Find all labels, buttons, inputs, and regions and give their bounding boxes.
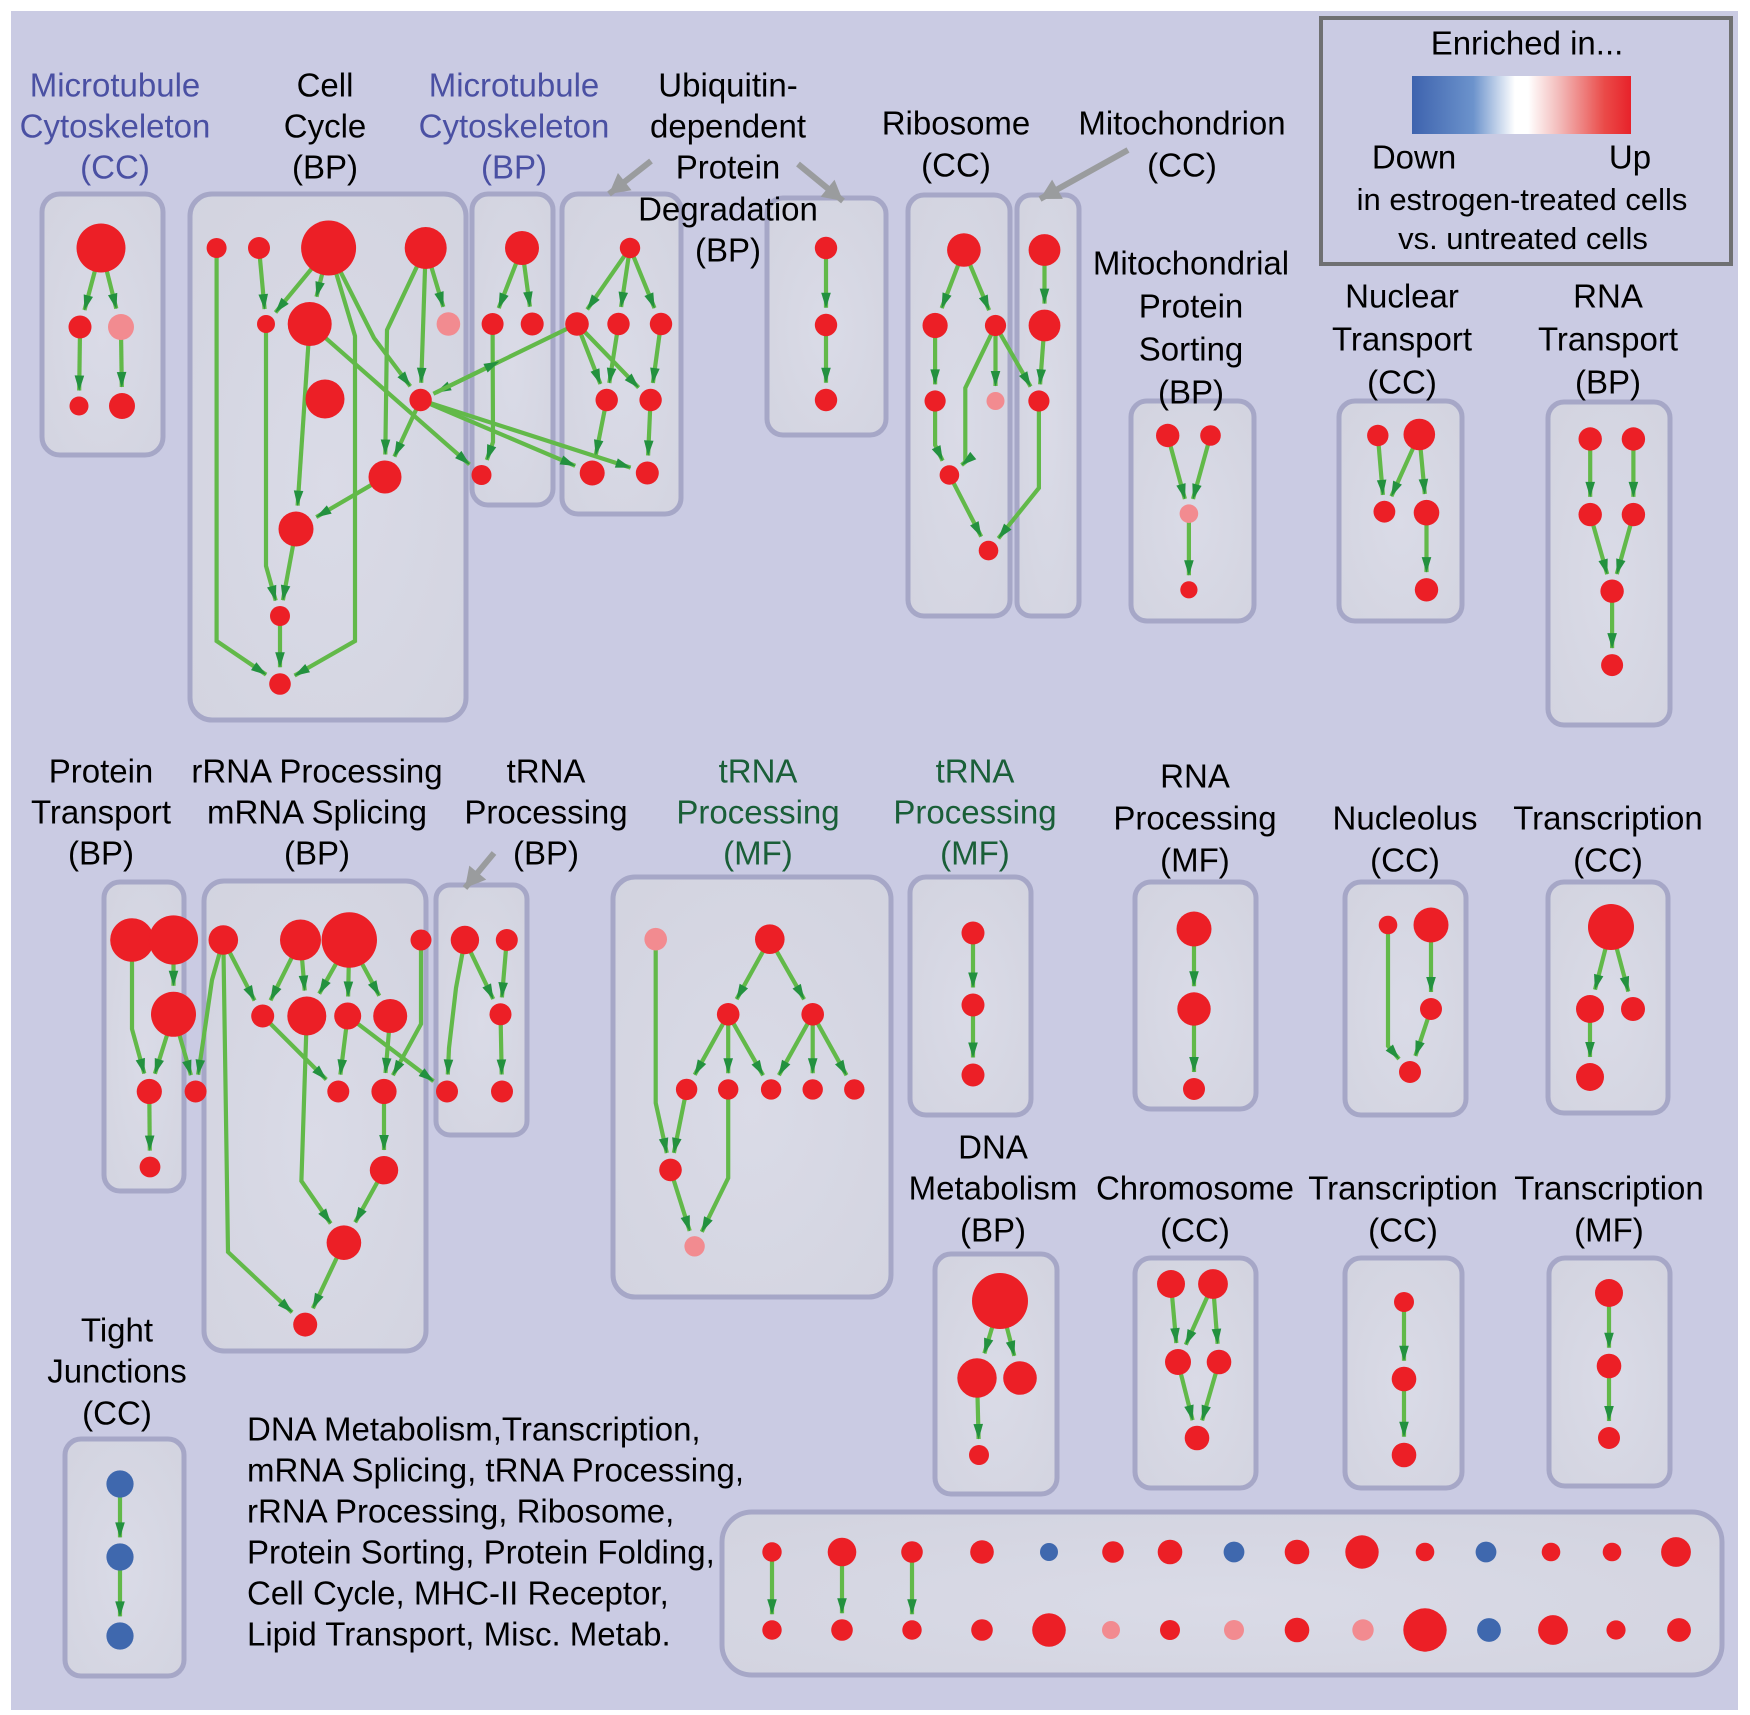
- svg-text:(CC): (CC): [1367, 364, 1437, 401]
- svg-text:(BP): (BP): [68, 835, 134, 872]
- svg-text:Ubiquitin-: Ubiquitin-: [658, 67, 797, 104]
- svg-text:tRNA: tRNA: [507, 753, 586, 790]
- svg-text:Processing: Processing: [676, 794, 839, 831]
- svg-text:Transcription: Transcription: [1514, 1170, 1704, 1207]
- svg-text:Metabolism: Metabolism: [909, 1170, 1078, 1207]
- svg-text:(BP): (BP): [284, 835, 350, 872]
- svg-text:Protein: Protein: [49, 753, 154, 790]
- svg-text:(CC): (CC): [1370, 842, 1440, 879]
- svg-text:(CC): (CC): [1160, 1212, 1230, 1249]
- svg-text:(MF): (MF): [940, 835, 1010, 872]
- svg-text:Transport: Transport: [1332, 321, 1472, 358]
- svg-text:Processing: Processing: [893, 794, 1056, 831]
- svg-text:Lipid Transport, Misc. Metab.: Lipid Transport, Misc. Metab.: [247, 1616, 671, 1653]
- svg-text:in estrogen-treated cells: in estrogen-treated cells: [1357, 182, 1688, 217]
- svg-text:tRNA: tRNA: [719, 753, 798, 790]
- svg-text:RNA: RNA: [1573, 278, 1643, 315]
- svg-text:Transport: Transport: [1538, 321, 1678, 358]
- svg-text:Microtubule: Microtubule: [30, 67, 201, 104]
- svg-text:Transcription: Transcription: [1308, 1170, 1498, 1207]
- svg-text:mRNA Splicing, tRNA Processing: mRNA Splicing, tRNA Processing,: [247, 1452, 744, 1489]
- svg-text:(CC): (CC): [921, 147, 991, 184]
- svg-text:Protein Sorting, Protein Foldi: Protein Sorting, Protein Folding,: [247, 1534, 715, 1571]
- svg-text:Cell: Cell: [297, 67, 354, 104]
- svg-text:Nucleolus: Nucleolus: [1333, 800, 1478, 837]
- svg-text:(BP): (BP): [960, 1212, 1026, 1249]
- svg-text:Transcription: Transcription: [1513, 800, 1703, 837]
- svg-text:Processing: Processing: [464, 794, 627, 831]
- svg-text:DNA: DNA: [958, 1129, 1028, 1166]
- svg-text:Mitochondrial: Mitochondrial: [1093, 245, 1289, 282]
- svg-text:(BP): (BP): [292, 149, 358, 186]
- svg-text:(BP): (BP): [481, 149, 547, 186]
- svg-text:(CC): (CC): [82, 1395, 152, 1432]
- svg-text:Transport: Transport: [31, 794, 171, 831]
- svg-text:vs. untreated cells: vs. untreated cells: [1398, 221, 1648, 256]
- svg-text:Ribosome: Ribosome: [882, 105, 1031, 142]
- svg-text:Chromosome: Chromosome: [1096, 1170, 1294, 1207]
- svg-text:Microtubule: Microtubule: [429, 67, 600, 104]
- svg-text:RNA: RNA: [1160, 758, 1230, 795]
- svg-text:(BP): (BP): [1575, 364, 1641, 401]
- svg-text:(MF): (MF): [723, 835, 793, 872]
- svg-text:Junctions: Junctions: [47, 1353, 186, 1390]
- svg-text:DNA Metabolism,Transcription,: DNA Metabolism,Transcription,: [247, 1411, 701, 1448]
- svg-text:Cytoskeleton: Cytoskeleton: [20, 108, 211, 145]
- svg-text:(BP): (BP): [695, 232, 761, 269]
- svg-text:Degradation: Degradation: [638, 191, 818, 228]
- svg-text:Cycle: Cycle: [284, 108, 367, 145]
- svg-text:(CC): (CC): [1573, 842, 1643, 879]
- svg-text:Protein: Protein: [1139, 288, 1244, 325]
- svg-text:Sorting: Sorting: [1139, 331, 1244, 368]
- svg-text:Nuclear: Nuclear: [1345, 278, 1459, 315]
- svg-text:(CC): (CC): [1147, 147, 1217, 184]
- svg-text:rRNA Processing: rRNA Processing: [191, 753, 442, 790]
- svg-text:rRNA Processing, Ribosome,: rRNA Processing, Ribosome,: [247, 1493, 674, 1530]
- svg-text:Down: Down: [1372, 139, 1456, 176]
- svg-text:Up: Up: [1609, 139, 1651, 176]
- svg-text:(BP): (BP): [1158, 374, 1224, 411]
- svg-text:Mitochondrion: Mitochondrion: [1078, 105, 1285, 142]
- svg-text:Protein: Protein: [676, 149, 781, 186]
- svg-text:Processing: Processing: [1113, 800, 1276, 837]
- svg-text:(MF): (MF): [1160, 842, 1230, 879]
- svg-text:(BP): (BP): [513, 835, 579, 872]
- svg-text:Enriched in...: Enriched in...: [1431, 25, 1624, 62]
- svg-text:tRNA: tRNA: [936, 753, 1015, 790]
- svg-text:dependent: dependent: [650, 108, 806, 145]
- svg-text:(CC): (CC): [80, 149, 150, 186]
- svg-text:Tight: Tight: [81, 1312, 153, 1349]
- svg-text:(CC): (CC): [1368, 1212, 1438, 1249]
- svg-text:mRNA Splicing: mRNA Splicing: [207, 794, 427, 831]
- svg-text:(MF): (MF): [1574, 1212, 1644, 1249]
- svg-text:Cytoskeleton: Cytoskeleton: [419, 108, 610, 145]
- svg-text:Cell Cycle, MHC-II Receptor,: Cell Cycle, MHC-II Receptor,: [247, 1575, 669, 1612]
